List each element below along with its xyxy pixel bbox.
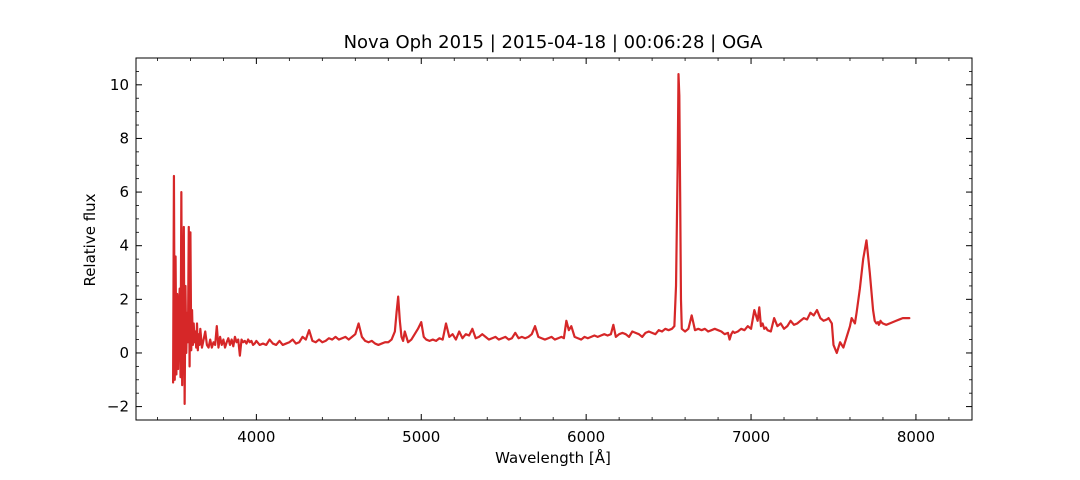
y-tick-label: 8 xyxy=(119,129,129,147)
axis-ticks: 4000 5000 6000 7000 8000 −2 0 2 4 6 8 10 xyxy=(107,57,972,446)
x-tick-label: 5000 xyxy=(402,428,440,446)
plot-area xyxy=(172,72,911,406)
x-tick-label: 4000 xyxy=(237,428,275,446)
x-tick-label: 7000 xyxy=(732,428,770,446)
x-axis-label: Wavelength [Å] xyxy=(495,448,611,467)
y-tick-label: 6 xyxy=(119,183,129,201)
series-line-spectrum xyxy=(172,72,911,406)
y-axis-label: Relative flux xyxy=(81,193,99,286)
y-tick-label: 0 xyxy=(119,344,129,362)
x-tick-label: 6000 xyxy=(567,428,605,446)
chart-title: Nova Oph 2015 | 2015-04-18 | 00:06:28 | … xyxy=(344,32,764,53)
y-tick-label: 10 xyxy=(110,76,129,94)
y-tick-label: −2 xyxy=(107,398,129,416)
y-tick-label: 4 xyxy=(119,237,129,255)
x-tick-label: 8000 xyxy=(897,428,935,446)
plot-frame xyxy=(135,57,973,421)
y-tick-label: 2 xyxy=(119,290,129,308)
